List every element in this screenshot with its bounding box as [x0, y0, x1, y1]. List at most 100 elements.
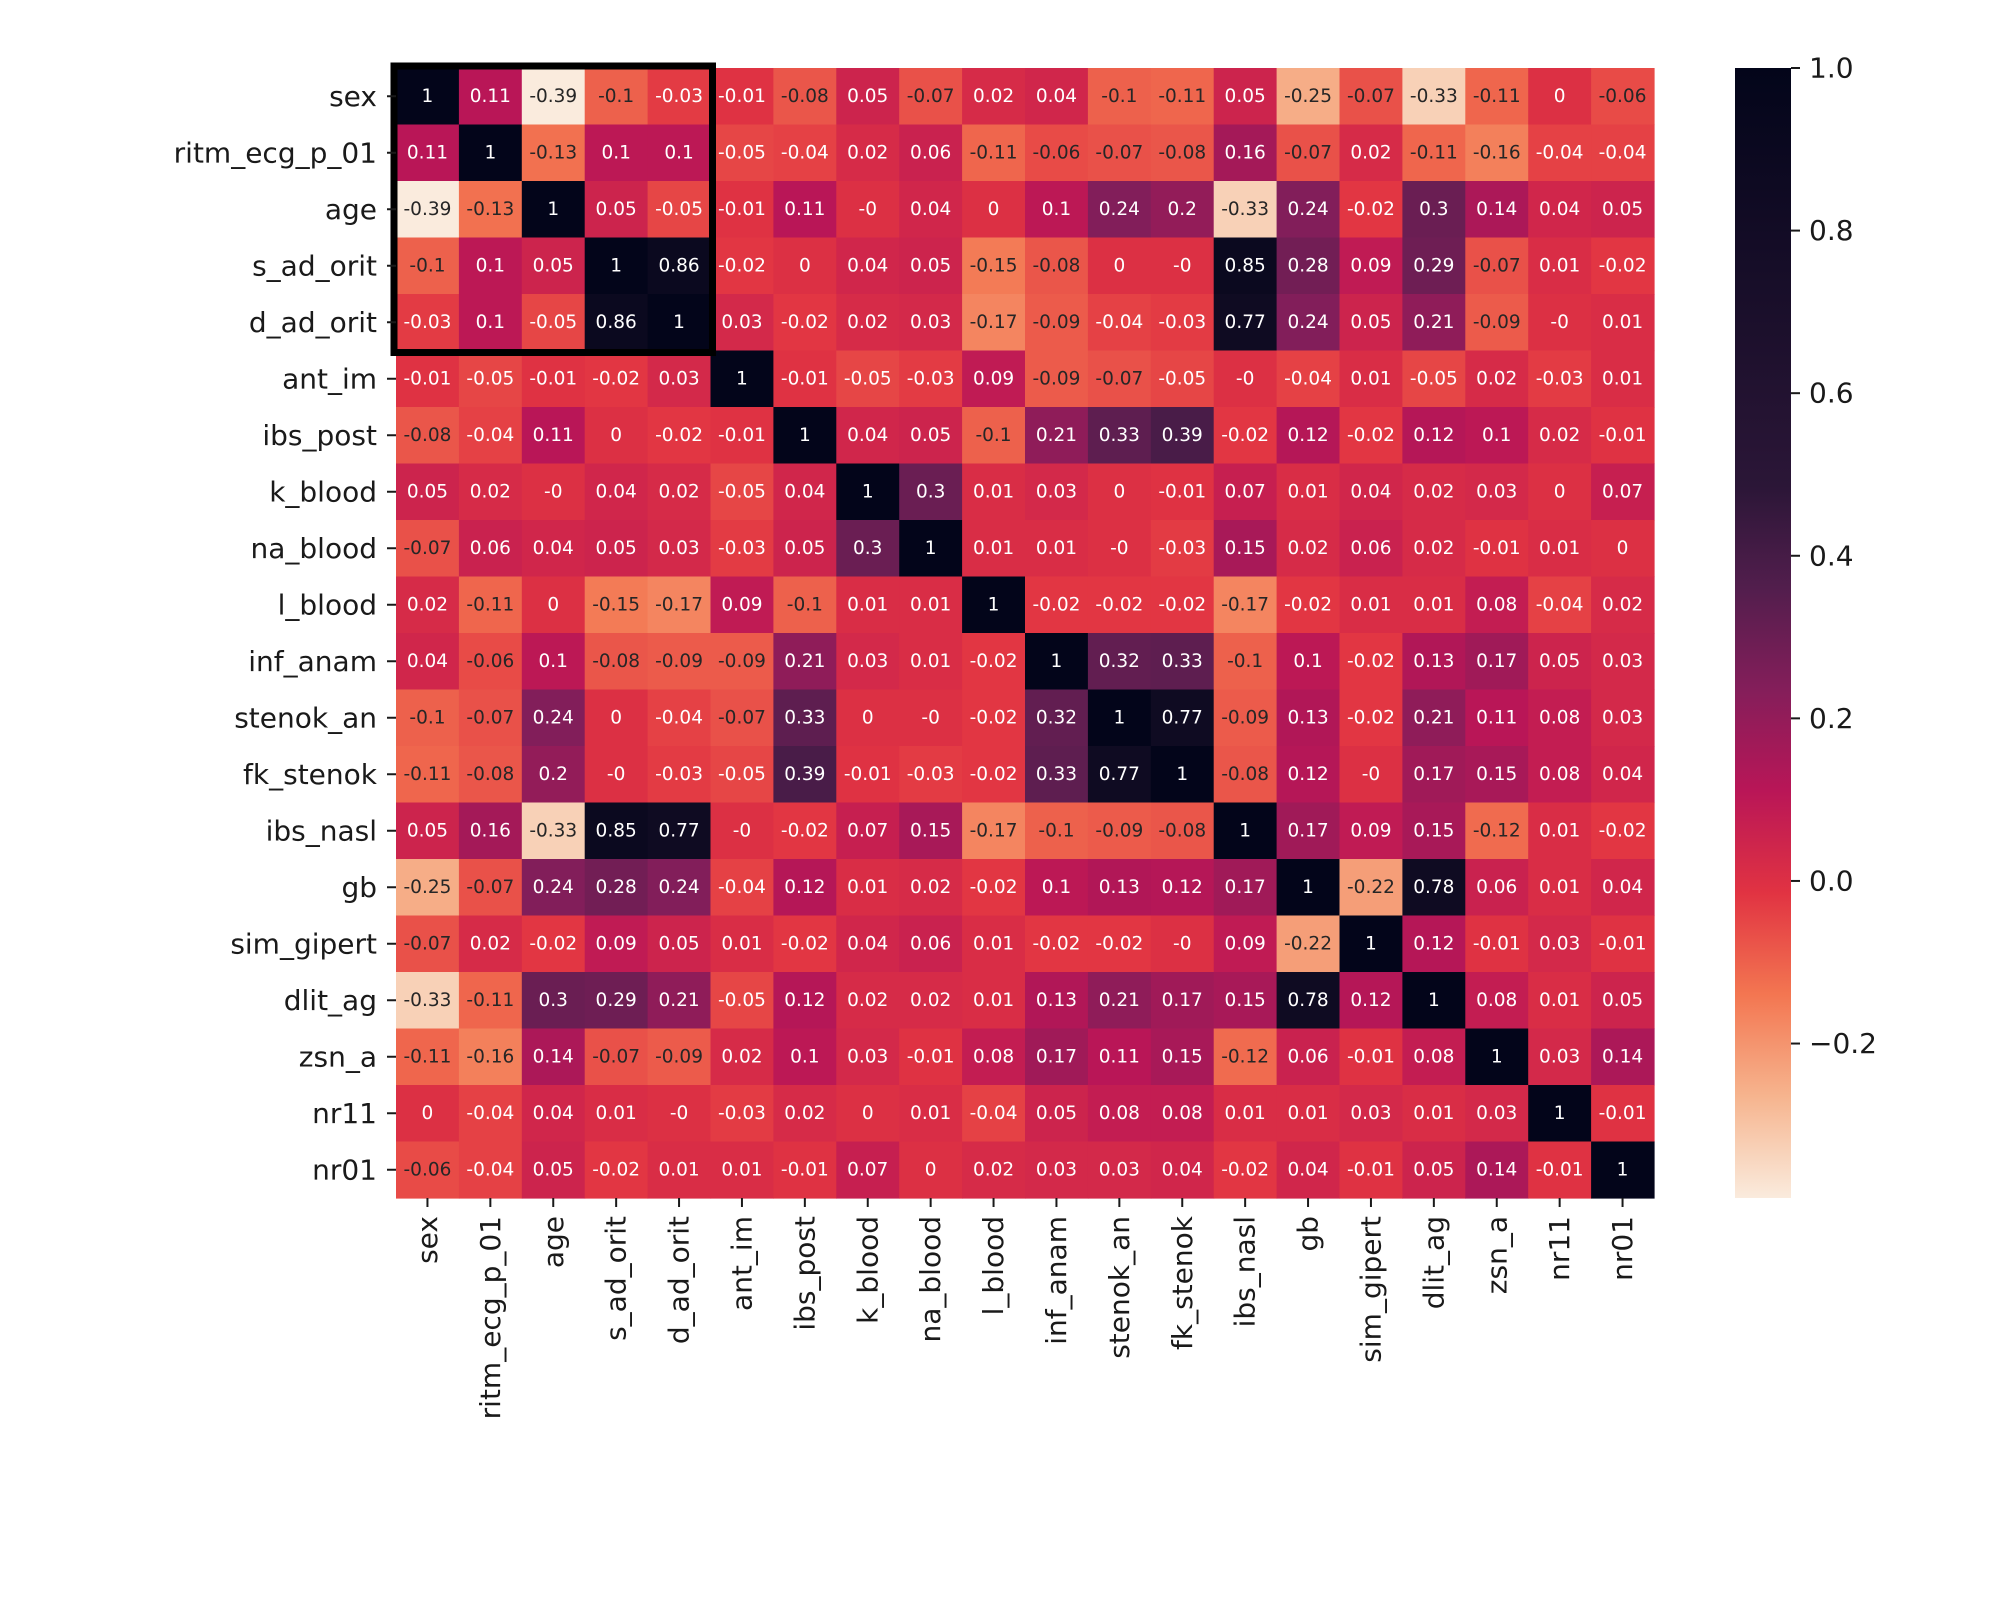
heatmap-cell-fk_stenok-zsn_a [1465, 746, 1529, 804]
heatmap-cell-sex-stenok_an [1087, 68, 1152, 126]
heatmap-cell-zsn_a-stenok_an [1087, 1028, 1152, 1086]
heatmap-cell-nr11-na_blood [899, 1085, 963, 1143]
cell-value-l_blood-gb: -0.02 [1284, 594, 1332, 615]
cell-value-inf_anam-l_blood: -0.02 [970, 651, 1018, 672]
heatmap-cell-k_blood-gb [1276, 463, 1341, 521]
cell-value-sim_gipert-k_blood: 0.04 [847, 933, 888, 954]
heatmap-cell-na_blood-dlit_ag [1402, 520, 1466, 578]
row-label-k_blood: k_blood [269, 475, 377, 508]
heatmap-cell-s_ad_orit-zsn_a [1465, 237, 1529, 295]
heatmap-cell-k_blood-age [521, 463, 586, 521]
heatmap-cell-gb-l_blood [962, 859, 1026, 917]
cell-value-ritm_ecg_p_01-l_blood: -0.11 [970, 142, 1018, 163]
cell-value-ibs_nasl-ibs_post: -0.02 [781, 820, 829, 841]
cell-value-inf_anam-d_ad_orit: -0.09 [655, 651, 703, 672]
cell-value-gb-dlit_ag: 0.78 [1413, 877, 1454, 898]
heatmap-cell-gb-d_ad_orit [647, 859, 712, 917]
cell-value-fk_stenok-stenok_an: 0.77 [1099, 764, 1140, 785]
heatmap-cell-nr11-sex [396, 1085, 460, 1143]
cell-value-dlit_ag-nr01: 0.05 [1602, 990, 1643, 1011]
heatmap-cell-fk_stenok-dlit_ag [1402, 746, 1466, 804]
heatmap-cell-na_blood-k_blood [836, 520, 900, 578]
heatmap-cell-s_ad_orit-fk_stenok [1150, 237, 1215, 295]
heatmap-cell-ritm_ecg_p_01-dlit_ag [1402, 124, 1466, 182]
heatmap-cell-ant_im-sim_gipert [1339, 350, 1403, 408]
cell-value-na_blood-ritm_ecg_p_01: 0.06 [470, 538, 511, 559]
cell-value-sex-l_blood: 0.02 [973, 86, 1014, 107]
heatmap-cell-gb-nr11 [1528, 859, 1592, 917]
cell-value-nr01-ibs_post: -0.01 [781, 1159, 829, 1180]
cell-value-inf_anam-ant_im: -0.09 [718, 651, 766, 672]
heatmap-cell-ibs_nasl-ibs_post [773, 802, 837, 860]
col-label-ibs_nasl: ibs_nasl [1229, 1216, 1262, 1327]
cell-value-age-zsn_a: 0.14 [1476, 199, 1517, 220]
heatmap-cell-inf_anam-dlit_ag [1402, 633, 1466, 691]
heatmap-cell-ibs_post-l_blood [962, 407, 1026, 465]
row-label-s_ad_orit: s_ad_orit [252, 249, 377, 282]
cell-value-d_ad_orit-l_blood: -0.17 [970, 312, 1018, 333]
heatmap-cell-zsn_a-s_ad_orit [584, 1028, 649, 1086]
heatmap-cell-ant_im-gb [1276, 350, 1341, 408]
cell-value-fk_stenok-k_blood: -0.01 [844, 764, 892, 785]
heatmap-cell-age-ibs_nasl [1213, 181, 1278, 239]
heatmap-cell-ritm_ecg_p_01-nr11 [1528, 124, 1592, 182]
cell-value-zsn_a-stenok_an: 0.11 [1099, 1046, 1140, 1067]
heatmap-cell-zsn_a-inf_anam [1025, 1028, 1089, 1086]
cell-value-dlit_ag-d_ad_orit: 0.21 [658, 990, 699, 1011]
heatmap-cell-stenok_an-sex [396, 689, 460, 747]
heatmap-cell-k_blood-k_blood [836, 463, 900, 521]
cell-value-l_blood-inf_anam: -0.02 [1033, 594, 1081, 615]
cell-value-stenok_an-ant_im: -0.07 [718, 707, 766, 728]
heatmap-cell-nr01-age [521, 1141, 586, 1199]
heatmap-cell-sim_gipert-dlit_ag [1402, 915, 1466, 973]
heatmap-cell-ibs_nasl-sim_gipert [1339, 802, 1403, 860]
cell-value-ibs_post-age: 0.11 [533, 425, 574, 446]
cell-value-sex-nr01: -0.06 [1599, 86, 1647, 107]
heatmap-cell-ritm_ecg_p_01-ritm_ecg_p_01 [458, 124, 523, 182]
heatmap-cell-nr01-ant_im [710, 1141, 774, 1199]
row-label-na_blood: na_blood [251, 532, 378, 565]
cell-value-nr01-k_blood: 0.07 [847, 1159, 888, 1180]
cell-value-stenok_an-s_ad_orit: 0 [610, 707, 622, 728]
cell-value-s_ad_orit-ibs_nasl: 0.85 [1225, 255, 1266, 276]
heatmap-cell-age-nr01 [1591, 181, 1655, 239]
cell-value-ibs_nasl-gb: 0.17 [1287, 820, 1328, 841]
heatmap-cell-nr01-gb [1276, 1141, 1341, 1199]
cell-value-k_blood-zsn_a: 0.03 [1476, 481, 1517, 502]
heatmap-cell-ibs_nasl-inf_anam [1025, 802, 1089, 860]
cell-value-k_blood-dlit_ag: 0.02 [1413, 481, 1454, 502]
heatmap-cell-zsn_a-age [521, 1028, 586, 1086]
cell-value-k_blood-na_blood: 0.3 [916, 481, 945, 502]
cell-value-s_ad_orit-gb: 0.28 [1287, 255, 1328, 276]
heatmap-cell-k_blood-d_ad_orit [647, 463, 712, 521]
cell-value-zsn_a-dlit_ag: 0.08 [1413, 1046, 1454, 1067]
cell-value-ibs_post-gb: 0.12 [1287, 425, 1328, 446]
heatmap-cell-zsn_a-ant_im [710, 1028, 774, 1086]
heatmap-cell-sim_gipert-nr01 [1591, 915, 1655, 973]
row-label-nr01: nr01 [312, 1153, 377, 1186]
heatmap-cell-gb-k_blood [836, 859, 900, 917]
heatmap-cell-fk_stenok-sex [396, 746, 460, 804]
heatmap-cell-fk_stenok-ritm_ecg_p_01 [458, 746, 523, 804]
heatmap-cell-d_ad_orit-dlit_ag [1402, 294, 1466, 352]
cell-value-sim_gipert-nr11: 0.03 [1539, 933, 1580, 954]
cell-value-stenok_an-age: 0.24 [533, 707, 574, 728]
cell-value-s_ad_orit-k_blood: 0.04 [847, 255, 888, 276]
row-label-fk_stenok: fk_stenok [243, 758, 378, 791]
heatmap-cell-sim_gipert-ritm_ecg_p_01 [458, 915, 523, 973]
cell-value-gb-s_ad_orit: 0.28 [596, 877, 637, 898]
col-label-sim_gipert: sim_gipert [1354, 1216, 1387, 1363]
heatmap-cell-k_blood-stenok_an [1087, 463, 1152, 521]
heatmap-cell-k_blood-zsn_a [1465, 463, 1529, 521]
heatmap-cell-inf_anam-ibs_nasl [1213, 633, 1278, 691]
heatmap-cell-sim_gipert-nr11 [1528, 915, 1592, 973]
col-label-fk_stenok: fk_stenok [1166, 1215, 1199, 1350]
cell-value-fk_stenok-ritm_ecg_p_01: -0.08 [466, 764, 514, 785]
cell-value-inf_anam-nr11: 0.05 [1539, 651, 1580, 672]
col-label-s_ad_orit: s_ad_orit [600, 1216, 633, 1341]
col-label-nr11: nr11 [1543, 1216, 1576, 1281]
heatmap-cell-na_blood-ibs_nasl [1213, 520, 1278, 578]
cell-value-fk_stenok-ant_im: -0.05 [718, 764, 766, 785]
cell-value-d_ad_orit-dlit_ag: 0.21 [1413, 312, 1454, 333]
cell-value-gb-inf_anam: 0.1 [1042, 877, 1071, 898]
